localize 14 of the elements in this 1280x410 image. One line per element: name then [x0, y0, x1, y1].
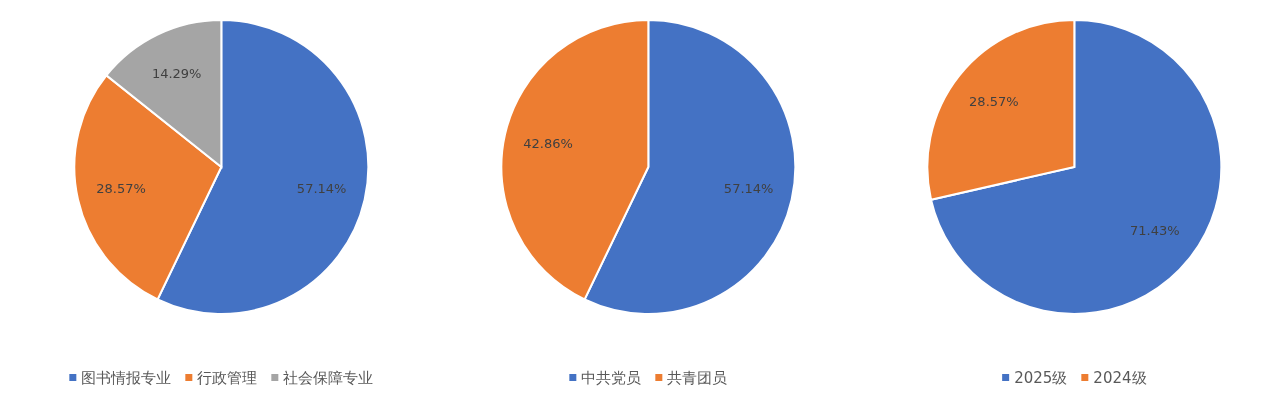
data-label: 14.29%: [151, 65, 202, 81]
legend-label: 图书情报专业: [81, 368, 172, 387]
legend-label: 行政管理: [197, 368, 258, 387]
legend-label: 2025级: [1014, 368, 1068, 387]
data-label: 57.14%: [296, 181, 347, 197]
data-label: 71.43%: [1130, 222, 1180, 238]
legend-label: 共青团员: [666, 368, 727, 387]
legend-label: 社会保障专业: [283, 368, 374, 387]
data-label: 28.57%: [969, 94, 1019, 110]
legend-label: 2024级: [1093, 368, 1147, 387]
data-label: 28.57%: [96, 181, 146, 197]
data-label: 42.86%: [522, 135, 573, 151]
data-label: 57.14%: [723, 181, 774, 197]
legend-label: 中共党员: [580, 368, 641, 387]
